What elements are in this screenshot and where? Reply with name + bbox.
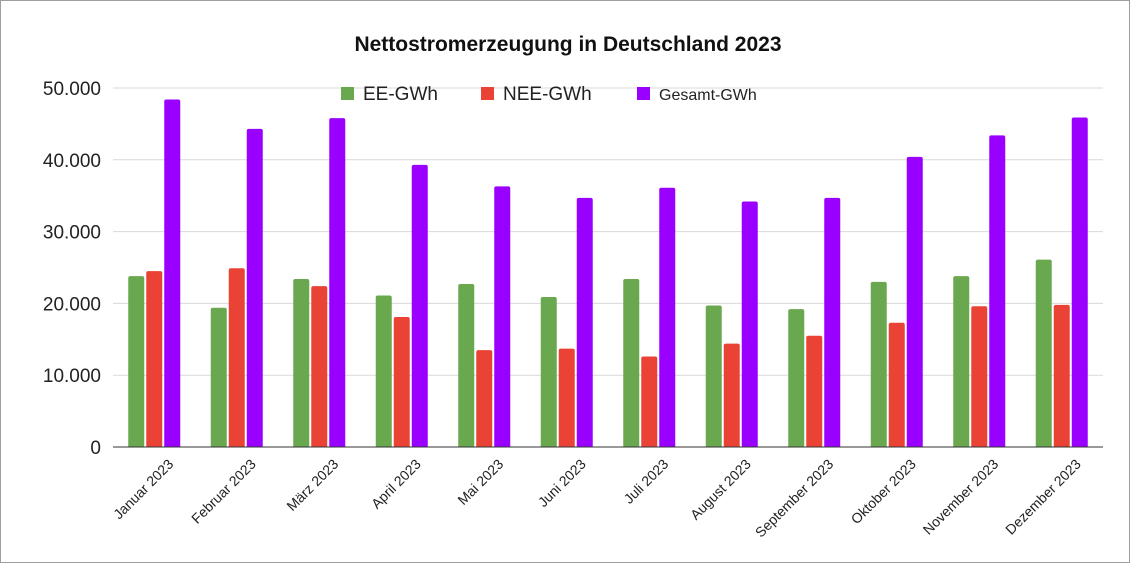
bar-nee-gwh-4	[476, 350, 493, 447]
bar-nee-gwh-3	[393, 317, 410, 447]
x-tick-label: April 2023	[368, 456, 424, 512]
bar-ee-gwh-0	[128, 276, 145, 447]
bar-nee-gwh-7	[723, 343, 740, 447]
bar-gesamt-gwh-9	[906, 156, 923, 448]
bar-nee-gwh-1	[228, 268, 245, 447]
y-tick-label: 30.000	[43, 223, 101, 244]
x-tick-label: März 2023	[283, 456, 341, 514]
bar-gesamt-gwh-0	[164, 99, 181, 447]
chart-title: Nettostromerzeugung in Deutschland 2023	[354, 33, 781, 56]
bar-nee-gwh-9	[888, 322, 905, 447]
legend-label: Gesamt-GWh	[659, 87, 757, 104]
x-tick-label: Oktober 2023	[848, 456, 919, 527]
bar-gesamt-gwh-11	[1071, 117, 1088, 448]
bar-gesamt-gwh-3	[411, 164, 428, 448]
bar-gesamt-gwh-8	[824, 197, 841, 447]
bar-nee-gwh-5	[558, 348, 575, 447]
y-axis: 0 10.000 20.000 30.000 40.000 50.000	[43, 79, 101, 459]
bar-ee-gwh-1	[210, 307, 227, 447]
bar-gesamt-gwh-10	[989, 135, 1006, 447]
bar-ee-gwh-6	[623, 278, 640, 447]
bar-ee-gwh-2	[293, 278, 310, 447]
bar-ee-gwh-10	[953, 276, 970, 447]
bar-ee-gwh-3	[375, 295, 392, 447]
bar-nee-gwh-6	[641, 356, 658, 447]
bar-ee-gwh-8	[788, 309, 805, 447]
legend-label: NEE-GWh	[503, 84, 592, 105]
y-tick-label: 40.000	[43, 151, 101, 172]
x-tick-label: Dezember 2023	[1002, 456, 1084, 538]
bar-nee-gwh-11	[1053, 304, 1070, 447]
y-tick-label: 10.000	[43, 366, 101, 387]
x-tick-label: August 2023	[687, 456, 754, 523]
x-tick-label: Juni 2023	[535, 456, 589, 510]
bar-nee-gwh-8	[806, 335, 823, 447]
grid-lines	[113, 87, 1103, 376]
bar-ee-gwh-9	[870, 281, 887, 447]
x-tick-label: Januar 2023	[110, 456, 177, 523]
bar-nee-gwh-10	[971, 306, 988, 447]
bar-gesamt-gwh-1	[246, 128, 263, 447]
x-tick-label: Juli 2023	[620, 456, 671, 507]
x-tick-label: Februar 2023	[188, 456, 259, 527]
y-tick-label: 20.000	[43, 294, 101, 315]
legend-label: EE-GWh	[363, 84, 438, 105]
bar-gesamt-gwh-2	[329, 118, 346, 447]
bars	[128, 99, 1088, 448]
bar-ee-gwh-4	[458, 284, 475, 447]
legend-swatch	[341, 87, 354, 100]
x-axis: Januar 2023 Februar 2023 März 2023 April 20…	[110, 446, 1103, 541]
bar-nee-gwh-0	[146, 271, 163, 447]
legend: EE-GWh NEE-GWh Gesamt-GWh	[341, 84, 757, 105]
bar-gesamt-gwh-7	[741, 201, 758, 447]
legend-swatch	[481, 87, 494, 100]
y-tick-label: 0	[90, 438, 101, 459]
x-tick-label: Mai 2023	[454, 456, 506, 508]
bar-nee-gwh-2	[311, 286, 328, 447]
legend-swatch	[637, 87, 650, 100]
bar-gesamt-gwh-6	[659, 187, 676, 447]
bar-ee-gwh-5	[540, 296, 557, 447]
bar-ee-gwh-7	[705, 305, 722, 447]
y-tick-label: 50.000	[43, 79, 101, 100]
bar-gesamt-gwh-4	[494, 186, 511, 447]
x-tick-label: November 2023	[920, 456, 1002, 538]
bar-ee-gwh-11	[1035, 259, 1052, 447]
x-tick-label: September 2023	[752, 456, 837, 541]
bar-gesamt-gwh-5	[576, 197, 593, 447]
